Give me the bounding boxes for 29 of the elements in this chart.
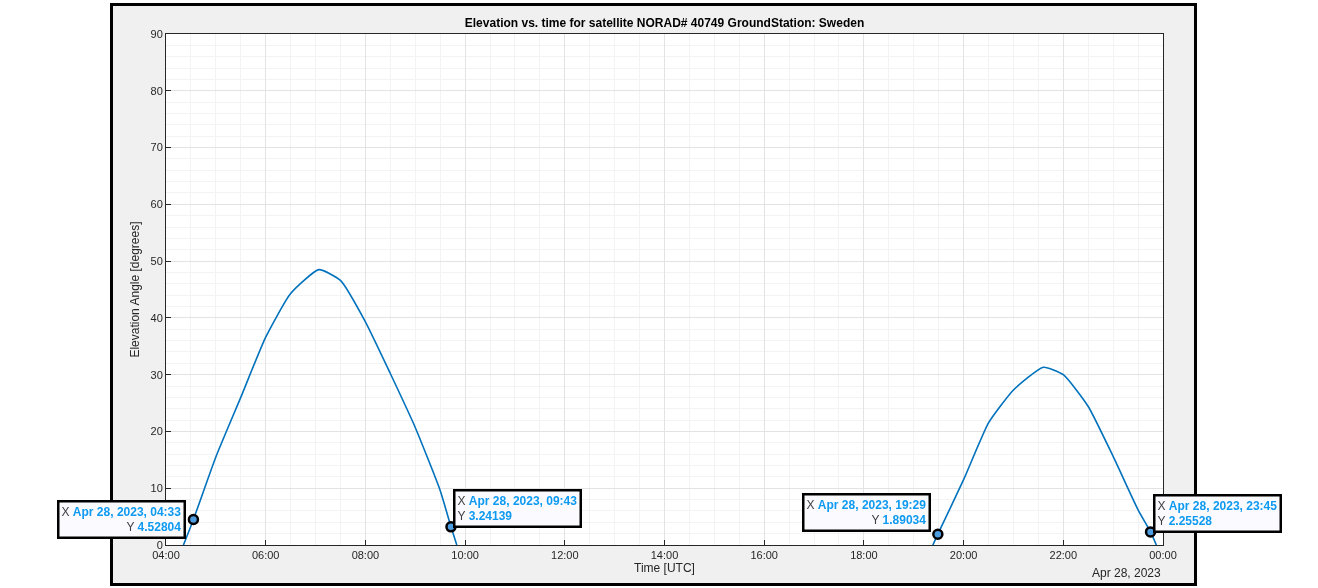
y-axis-title: Elevation Angle [degrees] [127,221,142,358]
x-tick-label: 20:00 [949,549,978,562]
y-tick-label: 0 [156,538,163,551]
y-tick-label: 60 [150,198,163,211]
x-tick-label: 12:00 [551,549,579,562]
x-tick-label: 18:00 [850,549,878,562]
x-tick-label: 04:00 [152,549,180,562]
x-tick-label: 22:00 [1049,549,1078,562]
x-tick-label: 10:00 [451,549,479,562]
annotation: X Apr 28, 2023, 09:43 Y 3.24139 [457,493,578,524]
annotation: X Apr 28, 2023, 19:29 Y 1.89034 [806,497,927,528]
x-tick-label: 16:00 [750,549,778,562]
y-tick-label: 30 [150,368,163,381]
annotation: X Apr 28, 2023, 23:45 Y 2.25528 [1157,498,1278,529]
y-tick-label: 50 [150,254,163,267]
y-tick-label: 10 [150,482,163,495]
y-tick-label: 80 [150,84,163,97]
y-tick-label: 20 [150,425,163,438]
y-tick-label: 40 [150,311,163,324]
x-tick-label: 00:00 [1149,549,1177,562]
y-tick-label: 70 [150,141,163,154]
x-tick-label: 06:00 [251,549,280,562]
x-tick-label: 14:00 [650,549,679,562]
x-axis-title: Time [UTC] [634,561,695,576]
x-tick-label: 08:00 [351,549,380,562]
annotation: X Apr 28, 2023, 04:33 Y 4.52804 [61,504,182,535]
y-tick-label: 90 [150,27,163,40]
text: Apr 28, 2023 [1092,566,1162,580]
chart-title: Elevation vs. time for satellite NORAD# 40749 GroundStation: Sweden [464,16,865,31]
